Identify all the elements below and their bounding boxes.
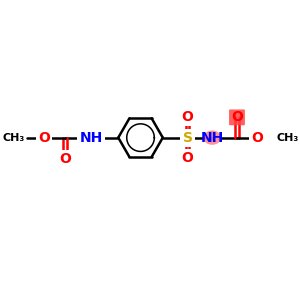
Text: O: O: [38, 130, 50, 145]
Text: NH: NH: [80, 130, 103, 145]
Text: CH₃: CH₃: [277, 133, 299, 142]
Text: NH: NH: [201, 130, 224, 145]
FancyBboxPatch shape: [229, 110, 245, 125]
Text: O: O: [231, 110, 243, 124]
Text: O: O: [182, 110, 194, 124]
Ellipse shape: [203, 130, 221, 145]
Text: S: S: [182, 130, 193, 145]
Text: O: O: [182, 151, 194, 165]
Text: CH₃: CH₃: [2, 133, 25, 142]
Text: O: O: [251, 130, 263, 145]
Text: O: O: [59, 152, 71, 166]
